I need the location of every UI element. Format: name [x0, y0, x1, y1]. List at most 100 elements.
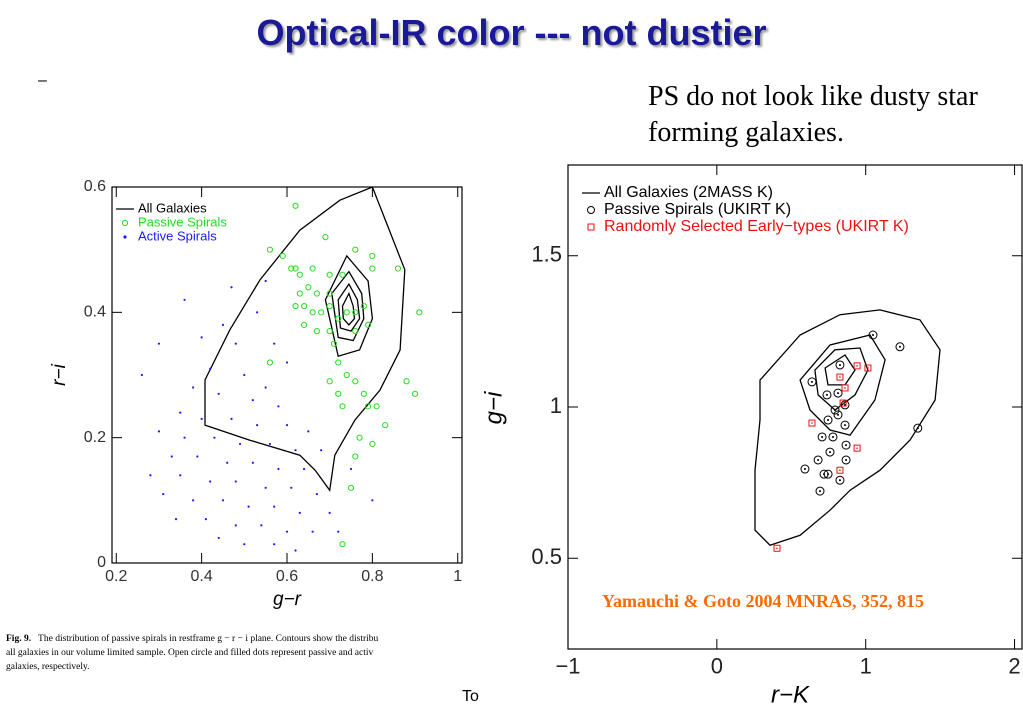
point	[294, 549, 297, 552]
point	[830, 405, 840, 415]
point	[822, 390, 832, 400]
point	[840, 400, 850, 410]
legend-symbol	[587, 206, 595, 214]
point	[273, 342, 276, 345]
point-center	[898, 345, 901, 348]
point-center	[810, 380, 813, 383]
point-ring	[822, 390, 832, 400]
point	[339, 541, 346, 548]
point	[277, 405, 280, 408]
point	[174, 518, 178, 521]
point	[305, 284, 312, 291]
point	[277, 467, 280, 471]
point	[256, 424, 259, 427]
dash: –	[38, 72, 47, 89]
statement: PS do not look like dusty star forming g…	[648, 81, 978, 148]
point	[315, 492, 318, 496]
point	[853, 444, 861, 452]
y-tick-label: 0.2	[84, 429, 106, 446]
point	[292, 202, 299, 209]
point	[364, 403, 372, 410]
point	[326, 290, 333, 297]
point	[179, 474, 182, 477]
point-center	[827, 419, 830, 422]
point	[808, 419, 816, 427]
caption-text: The distribution of passive spirals in r…	[38, 634, 379, 644]
x-tick-label: −1	[555, 654, 580, 679]
point	[817, 432, 827, 442]
caption-line: all galaxies in our volume limited sampl…	[6, 648, 374, 658]
point	[230, 286, 233, 289]
point	[356, 434, 363, 441]
point-ring	[835, 360, 845, 370]
y-axis-label: r−i	[49, 363, 70, 385]
point	[273, 505, 276, 508]
point-square	[836, 373, 844, 381]
x-tick-label: 0.4	[191, 568, 213, 585]
x-tick-label: 0	[711, 654, 723, 679]
point	[807, 377, 817, 387]
point-ring	[823, 415, 833, 425]
point	[371, 499, 374, 502]
point	[369, 440, 376, 448]
point	[328, 511, 331, 514]
point-ring	[913, 423, 923, 433]
legend-label: Active Spirals	[138, 228, 217, 243]
point	[226, 461, 229, 464]
plot-frame	[567, 164, 1023, 650]
point	[322, 234, 329, 241]
point-center	[845, 444, 848, 447]
point	[251, 461, 254, 464]
legend-label: Randomly Selected Early−types (UKIRT K)	[604, 218, 909, 235]
point	[268, 442, 272, 446]
point	[335, 315, 342, 322]
point	[313, 328, 320, 335]
caption-label: Fig. 9.	[6, 634, 32, 644]
legend-symbol	[121, 219, 129, 227]
point	[813, 455, 823, 465]
point-square	[853, 444, 861, 452]
point	[339, 271, 346, 278]
point-center	[811, 422, 813, 424]
point	[913, 423, 923, 433]
point	[300, 321, 308, 328]
point	[352, 453, 359, 460]
point	[800, 464, 810, 474]
point	[191, 499, 195, 502]
y-axis-label: g−i	[480, 391, 507, 424]
point	[411, 390, 419, 397]
point	[140, 373, 143, 377]
point-center	[834, 409, 837, 412]
point	[352, 246, 359, 253]
point	[183, 298, 186, 301]
point	[296, 290, 303, 297]
point	[292, 265, 299, 272]
point-center	[837, 413, 840, 416]
legend-entry: Randomly Selected Early−types (UKIRT K)	[587, 218, 909, 235]
point-center	[856, 365, 858, 367]
point-center	[844, 424, 847, 427]
chart: −1 0 1 2 0.5 1 1.5 r−K g−i All Galaxies (2MASS K)…	[480, 164, 1023, 708]
legend-entry: All Galaxies	[116, 200, 207, 215]
legend-symbol	[123, 235, 127, 239]
point	[364, 321, 372, 328]
point-square	[836, 466, 844, 474]
point-ring	[800, 464, 810, 474]
point	[895, 342, 905, 352]
point-ring	[841, 455, 851, 465]
point	[823, 469, 833, 479]
point-center	[867, 367, 869, 369]
legend-label: Passive Spirals (UKIRT K)	[604, 201, 791, 218]
point	[330, 340, 338, 347]
point	[238, 442, 242, 446]
point-center	[839, 376, 841, 378]
point	[836, 466, 844, 474]
point	[179, 411, 182, 414]
plot-area	[754, 309, 941, 552]
point	[339, 403, 346, 410]
point	[326, 302, 333, 310]
point	[309, 309, 316, 316]
x-tick-label: 2	[1008, 654, 1020, 679]
point	[841, 455, 851, 465]
point-ring	[830, 405, 840, 415]
